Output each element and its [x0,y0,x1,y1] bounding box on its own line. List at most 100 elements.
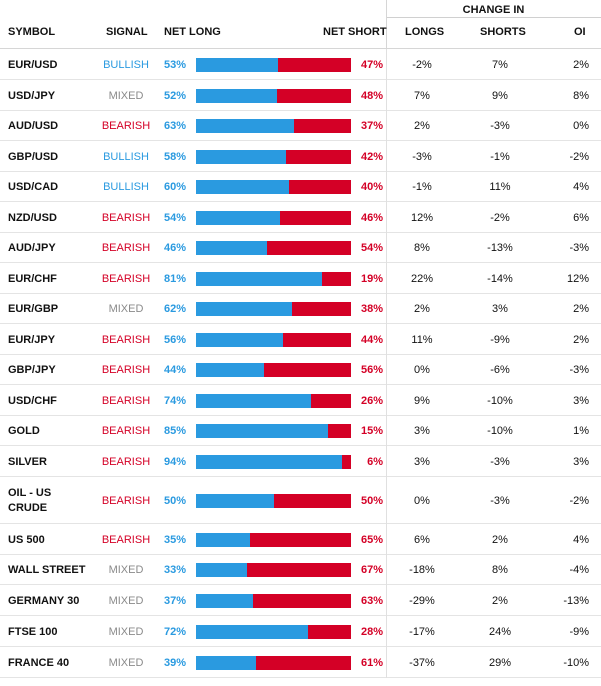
sentiment-bar [196,271,351,286]
sentiment-bar [196,393,351,408]
symbol-label[interactable]: US 500 [8,533,45,546]
column-header-shorts[interactable]: SHORTS [480,26,526,38]
table-row[interactable]: EUR/GBP MIXED 62% 38% 2% 3% 2% [0,294,601,324]
sentiment-bar-long-fill [196,180,289,194]
change-oi-value: 6% [573,211,589,224]
net-long-value: 44% [164,364,187,376]
change-longs-value: -2% [412,58,432,71]
net-long-value: 39% [164,656,187,669]
signal-label: BEARISH [101,364,151,376]
change-longs-value: 0% [414,494,430,507]
table-row[interactable]: GOLD BEARISH 85% 15% 3% -10% 1% [0,416,601,446]
sentiment-bar [196,332,351,347]
sentiment-bar-long-fill [196,119,294,133]
net-short-value: 28% [360,625,383,638]
table-row[interactable]: AUD/USD BEARISH 63% 37% 2% -3% 0% [0,111,601,141]
table-row[interactable]: AUD/JPY BEARISH 46% 54% 8% -13% -3% [0,233,601,263]
sentiment-bar [196,363,351,377]
sentiment-bar-long-fill [196,593,254,608]
sentiment-bar-long-fill [196,57,279,72]
sentiment-bar-long-fill [196,241,268,255]
change-oi-value: 3% [573,455,589,468]
symbol-label[interactable]: AUD/JPY [8,242,56,254]
column-header-net-short[interactable]: NET SHORT [323,26,387,38]
column-header-oi[interactable]: OI [574,26,586,38]
sentiment-bar-long-fill [196,493,274,508]
net-short-value: 6% [367,455,383,468]
signal-label: BEARISH [101,394,151,407]
column-divider [386,477,387,524]
net-short-value: 50% [360,494,383,507]
symbol-label[interactable]: FRANCE 40 [8,656,70,669]
sentiment-bar [196,563,351,577]
symbol-label[interactable]: WALL STREET [8,564,86,576]
symbol-label[interactable]: GERMANY 30 [8,594,80,607]
table-row[interactable]: NZD/USD BEARISH 54% 46% 12% -2% 6% [0,202,601,233]
symbol-label[interactable]: NZD/USD [8,211,57,224]
column-divider [386,355,387,385]
table-row[interactable]: SILVER BEARISH 94% 6% 3% -3% 3% [0,446,601,477]
symbol-label[interactable]: EUR/CHF [8,272,57,285]
symbol-label[interactable]: USD/JPY [8,89,56,102]
symbol-label[interactable]: FTSE 100 [8,625,58,638]
table-row[interactable]: USD/JPY MIXED 52% 48% 7% 9% 8% [0,80,601,111]
symbol-label[interactable]: GBP/USD [8,150,59,163]
sentiment-bar [196,532,351,547]
sentiment-bar-long-fill [196,332,283,347]
change-longs-value: 3% [414,455,430,468]
sentiment-bar [196,88,351,103]
symbol-label[interactable]: AUD/USD [8,120,59,132]
table-row[interactable]: FTSE 100 MIXED 72% 28% -17% 24% -9% [0,616,601,647]
table-row[interactable]: EUR/CHF BEARISH 81% 19% 22% -14% 12% [0,263,601,294]
signal-label: BULLISH [103,181,149,193]
table-row[interactable]: WALL STREET MIXED 33% 67% -18% 8% -4% [0,555,601,585]
symbol-label[interactable]: EUR/USD [8,58,58,71]
signal-label: BEARISH [101,333,151,346]
net-short-value: 63% [360,594,383,607]
column-divider [386,294,387,324]
table-row[interactable]: GBP/USD BULLISH 58% 42% -3% -1% -2% [0,141,601,172]
table-row[interactable]: US 500 BEARISH 35% 65% 6% 2% 4% [0,524,601,555]
table-row[interactable]: EUR/JPY BEARISH 56% 44% 11% -9% 2% [0,324,601,355]
table-row[interactable]: USD/CHF BEARISH 74% 26% 9% -10% 3% [0,385,601,416]
table-row[interactable]: GERMANY 30 MIXED 37% 63% -29% 2% -13% [0,585,601,616]
net-short-value: 40% [360,181,383,193]
symbol-label[interactable]: OIL - US CRUDE [8,486,52,514]
table-row[interactable]: OIL - US CRUDE BEARISH 50% 50% 0% -3% -2% [0,477,601,524]
change-in-label: CHANGE IN [462,4,525,16]
sentiment-bar [196,57,351,72]
change-longs-value: 2% [414,120,430,132]
change-longs-value: -3% [412,150,432,163]
table-row[interactable]: FRANCE 40 MIXED 39% 61% -37% 29% -10% [0,647,601,678]
change-oi-value: 2% [573,333,589,346]
change-longs-value: 8% [414,242,430,254]
column-header-longs[interactable]: LONGS [405,26,445,38]
table-row[interactable]: GBP/JPY BEARISH 44% 56% 0% -6% -3% [0,355,601,385]
column-divider [386,616,387,647]
change-oi-value: 2% [573,303,589,315]
sentiment-bar [196,454,351,469]
symbol-label[interactable]: USD/CHF [8,394,57,407]
symbol-label[interactable]: SILVER [8,455,47,468]
change-longs-value: 12% [410,211,434,224]
symbol-label[interactable]: EUR/GBP [8,303,59,315]
column-header-symbol[interactable]: SYMBOL [8,26,56,38]
net-short-value: 15% [360,425,383,437]
change-shorts-value: 29% [488,656,512,669]
symbol-label[interactable]: GBP/JPY [8,364,56,376]
column-divider [386,141,387,172]
sentiment-bar-long-fill [196,624,308,639]
table-row[interactable]: USD/CAD BULLISH 60% 40% -1% 11% 4% [0,172,601,202]
net-short-value: 48% [360,89,383,102]
net-long-value: 46% [164,242,187,254]
signal-label: MIXED [108,564,144,576]
column-header-signal[interactable]: SIGNAL [106,26,148,38]
change-shorts-value: 7% [492,58,508,71]
symbol-label[interactable]: USD/CAD [8,181,59,193]
table-row[interactable]: EUR/USD BULLISH 53% 47% -2% 7% 2% [0,49,601,80]
symbol-label[interactable]: GOLD [8,425,40,437]
symbol-label[interactable]: EUR/JPY [8,333,56,346]
net-long-value: 53% [164,58,187,71]
sentiment-bar-long-fill [196,271,322,286]
column-header-net-long[interactable]: NET LONG [164,26,221,38]
